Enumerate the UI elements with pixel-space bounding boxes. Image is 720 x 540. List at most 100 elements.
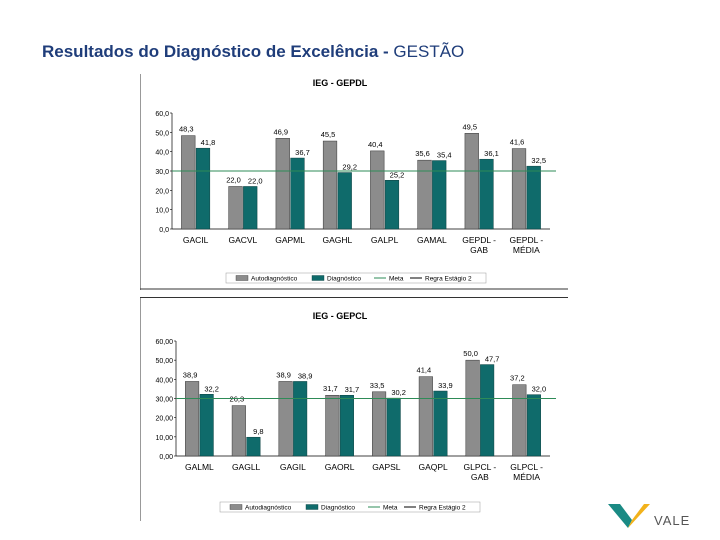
data-label-diagnostico: 30,2 [391, 388, 406, 397]
y-tick-label: 40,00 [155, 377, 173, 384]
bar-diagnostico [246, 436, 261, 457]
legend-swatch-diagnostico [311, 275, 325, 281]
x-tick-label: GAGLL [232, 462, 261, 472]
bar-autodiagnostico [228, 186, 243, 230]
data-label-autodiagnostico: 49,5 [462, 122, 477, 131]
x-tick-label: GAGHL [322, 235, 352, 245]
bar-autodiagnostico [372, 391, 387, 457]
data-label-diagnostico: 33,9 [438, 381, 453, 390]
bar-autodiagnostico [417, 159, 432, 230]
x-tick-label: GACVL [228, 235, 257, 245]
slide-title-bold: Resultados do Diagnóstico de Excelência … [42, 42, 394, 61]
data-label-autodiagnostico: 41,4 [417, 366, 432, 375]
data-label-diagnostico: 9,8 [253, 427, 263, 436]
bar-autodiagnostico [275, 138, 290, 230]
y-tick-label: 30,00 [155, 397, 173, 404]
slide-title: Resultados do Diagnóstico de Excelência … [42, 42, 464, 62]
y-tick-label: 50,0 [155, 130, 169, 137]
data-label-diagnostico: 25,2 [390, 170, 405, 179]
data-label-diagnostico: 36,7 [295, 148, 310, 157]
data-label-autodiagnostico: 35,6 [415, 149, 430, 158]
data-label-autodiagnostico: 38,9 [183, 370, 198, 379]
bar-autodiagnostico [511, 148, 527, 230]
data-label-diagnostico: 38,9 [298, 371, 313, 380]
legend-swatch-autodiagnostico [229, 504, 243, 510]
vale-logo-text: VALE [654, 513, 690, 528]
legend-label-regra: Regra Estágio 2 [419, 505, 466, 512]
legend-swatch-diagnostico [305, 504, 319, 510]
bar-diagnostico [293, 381, 308, 457]
legend-box [225, 272, 487, 284]
data-label-autodiagnostico: 48,3 [179, 125, 194, 134]
bar-diagnostico [386, 397, 401, 457]
x-tick-label: GLPCL -MÉDIA [510, 462, 543, 482]
legend-label-meta: Meta [389, 276, 404, 283]
data-label-autodiagnostico: 31,7 [323, 384, 338, 393]
bar-diagnostico [526, 165, 541, 230]
legend-label-diagnostico: Diagnóstico [321, 505, 355, 512]
data-label-diagnostico: 36,1 [484, 149, 499, 158]
bar-autodiagnostico [185, 381, 200, 457]
bar-diagnostico [199, 394, 214, 457]
bar-autodiagnostico [418, 376, 433, 457]
x-tick-label: GALPL [371, 235, 399, 245]
legend-label-diagnostico: Diagnóstico [327, 276, 361, 283]
x-tick-label: GAPML [275, 235, 305, 245]
data-label-diagnostico: 22,0 [248, 176, 263, 185]
data-label-autodiagnostico: 33,5 [370, 381, 385, 390]
legend-label-regra: Regra Estágio 2 [425, 276, 472, 283]
bar-autodiagnostico [464, 133, 479, 230]
legend-label-meta: Meta [383, 505, 398, 512]
chart-ieg-gepcl: IEG - GEPCL 0,00 10,00 20,00 30,00 40,00 50,00… [140, 297, 568, 521]
data-label-diagnostico: 32,5 [531, 156, 546, 165]
bar-diagnostico [243, 186, 258, 230]
data-label-diagnostico: 32,0 [532, 385, 547, 394]
bar-autodiagnostico [278, 381, 293, 457]
bar-diagnostico [337, 172, 352, 230]
data-label-diagnostico: 47,7 [485, 355, 500, 364]
x-tick-label: GAPSL [372, 462, 401, 472]
bar-diagnostico [195, 147, 211, 230]
y-tick-label: 10,0 [155, 208, 169, 215]
bar-autodiagnostico [322, 140, 338, 230]
data-label-diagnostico: 31,7 [345, 385, 360, 394]
x-tick-label: GAORL [325, 462, 355, 472]
y-tick-label: 50,00 [155, 358, 173, 365]
bar-autodiagnostico [512, 384, 527, 457]
legend-label-autodiagnostico: Autodiagnóstico [245, 505, 292, 512]
vale-v-logo-icon [608, 504, 650, 528]
data-label-diagnostico: 32,2 [204, 384, 219, 393]
bar-diagnostico [290, 157, 305, 230]
data-label-autodiagnostico: 38,9 [276, 370, 291, 379]
y-tick-label: 30,0 [155, 169, 169, 176]
x-tick-label: GALML [185, 462, 214, 472]
bar-autodiagnostico [325, 394, 340, 457]
bar-diagnostico [479, 158, 494, 230]
bar-diagnostico [384, 180, 400, 230]
legend-swatch-autodiagnostico [235, 275, 249, 281]
data-label-diagnostico: 41,8 [201, 138, 216, 147]
data-label-diagnostico: 35,4 [437, 151, 452, 160]
bar-autodiagnostico [370, 150, 385, 230]
x-tick-label: GEPDL -GAB [462, 235, 496, 255]
vale-logo: VALE [608, 504, 690, 528]
bar-diagnostico [433, 390, 448, 457]
legend-label-autodiagnostico: Autodiagnóstico [251, 276, 298, 283]
data-label-autodiagnostico: 46,9 [273, 127, 288, 136]
x-tick-label: GLPCL -GAB [463, 462, 496, 482]
y-tick-label: 0,00 [159, 454, 173, 461]
data-label-autodiagnostico: 22,0 [226, 175, 241, 184]
data-label-autodiagnostico: 45,5 [321, 130, 336, 139]
y-tick-label: 60,0 [155, 111, 169, 118]
x-tick-label: GAGIL [280, 462, 306, 472]
bar-autodiagnostico [231, 405, 246, 457]
chart-title: IEG - GEPDL [313, 78, 368, 88]
data-label-autodiagnostico: 26,3 [230, 395, 245, 404]
bar-diagnostico [526, 394, 541, 457]
bar-autodiagnostico [181, 135, 196, 230]
data-label-diagnostico: 29,2 [342, 163, 357, 172]
y-tick-label: 10,00 [155, 435, 173, 442]
data-label-autodiagnostico: 50,0 [463, 349, 478, 358]
data-label-autodiagnostico: 37,2 [510, 374, 525, 383]
bar-diagnostico [432, 160, 447, 230]
